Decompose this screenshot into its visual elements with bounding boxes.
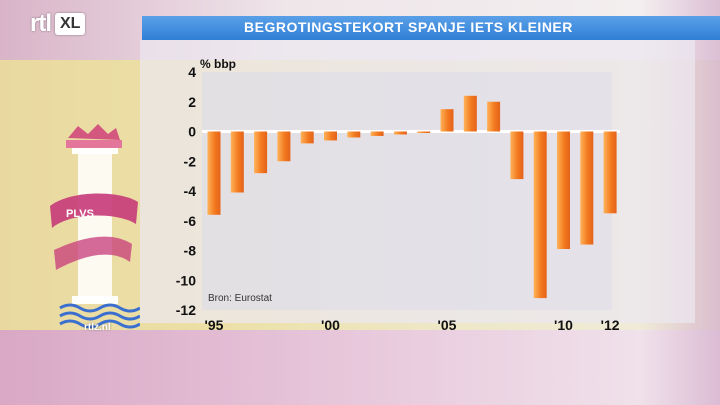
x-tick-label: '12: [601, 317, 620, 333]
logo-rtl-text: rtl: [30, 10, 52, 37]
y-axis-unit-label: % bbp: [200, 57, 236, 71]
bar-2011: [580, 131, 594, 245]
x-axis-ticks: '95 '00 '05 '10 '12: [205, 317, 620, 333]
x-tick-label: '05: [438, 317, 457, 333]
y-tick-label: -6: [184, 213, 197, 229]
rtl-xl-logo[interactable]: rtl XL: [30, 10, 86, 38]
bar-series: [207, 95, 617, 299]
bar-2004: [417, 131, 431, 133]
bar-2006: [463, 95, 477, 132]
y-tick-label: 0: [188, 124, 196, 140]
y-tick-label: -4: [184, 183, 197, 199]
y-tick-label: -8: [184, 243, 197, 259]
bar-2003: [393, 131, 407, 135]
x-tick-label: '00: [321, 317, 340, 333]
y-tick-label: -10: [176, 272, 196, 288]
bar-1997: [254, 131, 268, 174]
chart-title: BEGROTINGSTEKORT SPANJE IETS KLEINER: [244, 19, 573, 35]
rtlz-website-label[interactable]: rtlz.nl: [84, 322, 111, 333]
bar-2009: [533, 131, 547, 299]
bar-2001: [347, 131, 361, 138]
bar-2010: [557, 131, 570, 250]
logo-xl-badge: XL: [55, 13, 86, 35]
x-tick-label: '10: [554, 317, 573, 333]
bar-1996: [230, 131, 244, 193]
bar-2008: [510, 131, 524, 180]
title-bar: [142, 16, 720, 40]
bar-2012: [603, 131, 617, 214]
bar-2002: [370, 131, 384, 136]
bar-2005: [440, 109, 454, 132]
source-label: Bron: Eurostat: [208, 293, 272, 304]
y-tick-label: -2: [184, 153, 197, 169]
y-axis-ticks: 4 2 0 -2 -4 -6 -8 -10 -12: [176, 64, 196, 318]
pillar-emblem-icon: PLVS: [50, 124, 140, 329]
y-tick-label: 2: [188, 94, 196, 110]
bar-2007: [487, 101, 501, 132]
x-tick-label: '95: [205, 317, 224, 333]
bar-2000: [324, 131, 337, 141]
background-band-bottom: [0, 330, 720, 405]
y-tick-label: -12: [176, 302, 196, 318]
bar-1999: [300, 131, 314, 144]
emblem-motto: PLVS: [66, 208, 94, 220]
bar-1995: [207, 131, 221, 215]
bar-1998: [277, 131, 291, 162]
y-tick-label: 4: [188, 64, 196, 80]
